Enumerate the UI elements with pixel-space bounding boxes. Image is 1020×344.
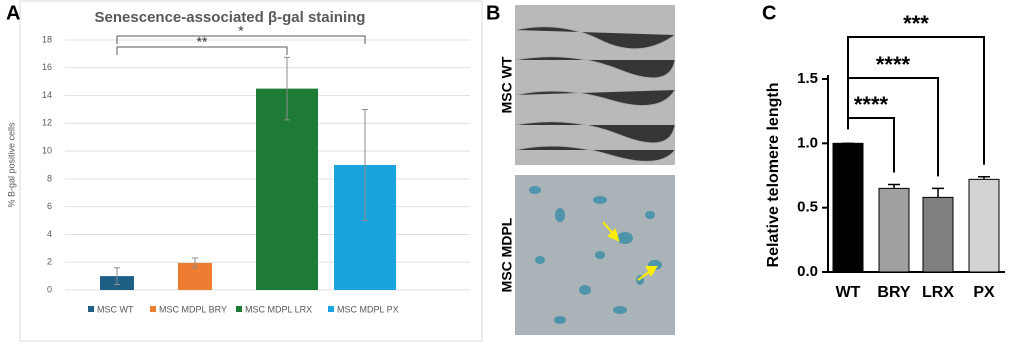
legend-swatch [236, 306, 242, 312]
legend-swatch [88, 306, 94, 312]
y-tick-label: 1.0 [797, 134, 818, 151]
significance-label: *** [903, 11, 929, 36]
y-tick-label: 10 [42, 145, 52, 155]
y-tick-label: 0.5 [797, 199, 818, 216]
error-bar [932, 187, 944, 198]
image-label: MSC WT [499, 56, 515, 113]
legend-swatch [328, 306, 334, 312]
legend-label: MSC MDPL PX [337, 304, 399, 314]
y-tick-label: 1.5 [797, 70, 818, 87]
y-tick-label: 16 [42, 62, 52, 72]
legend-label: MSC MDPL BRY [159, 304, 227, 314]
legend-swatch [150, 306, 156, 312]
error-bar [888, 183, 900, 189]
significance-label: **** [876, 52, 911, 77]
y-tick-label: 6 [47, 201, 52, 211]
panel-frame [19, 0, 483, 342]
chart-title: Senescence-associated β-gal staining [95, 9, 366, 26]
significance-label: ** [197, 34, 208, 50]
legend-label: MSC MDPL LRX [245, 304, 312, 314]
y-tick-label: 14 [42, 90, 52, 100]
y-tick-label: 4 [47, 229, 52, 239]
micrograph [514, 5, 728, 165]
y-tick-label: 0 [47, 284, 52, 294]
significance-bracket [847, 117, 895, 173]
panel-label: C [762, 2, 776, 24]
legend-label: MSC WT [97, 304, 134, 314]
error-bar [284, 56, 290, 121]
x-tick-label: PX [973, 284, 995, 301]
y-tick-label: 2 [47, 257, 52, 267]
y-axis-label: Relative telomere length [765, 83, 782, 268]
y-tick-label: 12 [42, 118, 52, 128]
significance-bracket [116, 46, 288, 55]
x-tick-label: LRX [922, 284, 954, 301]
significance-bracket [847, 36, 985, 165]
bar [878, 187, 910, 273]
bar [922, 196, 954, 273]
x-tick-label: WT [836, 284, 861, 301]
error-bar [362, 108, 368, 222]
significance-bracket [116, 35, 366, 44]
panel-label: B [486, 2, 500, 24]
significance-label: * [238, 23, 244, 39]
y-tick-label: 0.0 [797, 263, 818, 280]
y-tick-label: 18 [42, 34, 52, 44]
bar [968, 178, 1000, 273]
error-bar [114, 267, 120, 285]
image-label: MSC MDPL [499, 217, 515, 292]
bar [256, 88, 318, 290]
panel-label: A [6, 2, 20, 24]
significance-bracket [847, 77, 939, 177]
significance-label: **** [854, 92, 889, 117]
bar [832, 142, 864, 273]
y-axis-label: % B-gal positive cells [6, 122, 16, 208]
x-tick-label: BRY [877, 284, 911, 301]
micrograph [515, 175, 728, 335]
error-bar [978, 176, 990, 180]
error-bar [192, 257, 198, 269]
y-tick-label: 8 [47, 173, 52, 183]
